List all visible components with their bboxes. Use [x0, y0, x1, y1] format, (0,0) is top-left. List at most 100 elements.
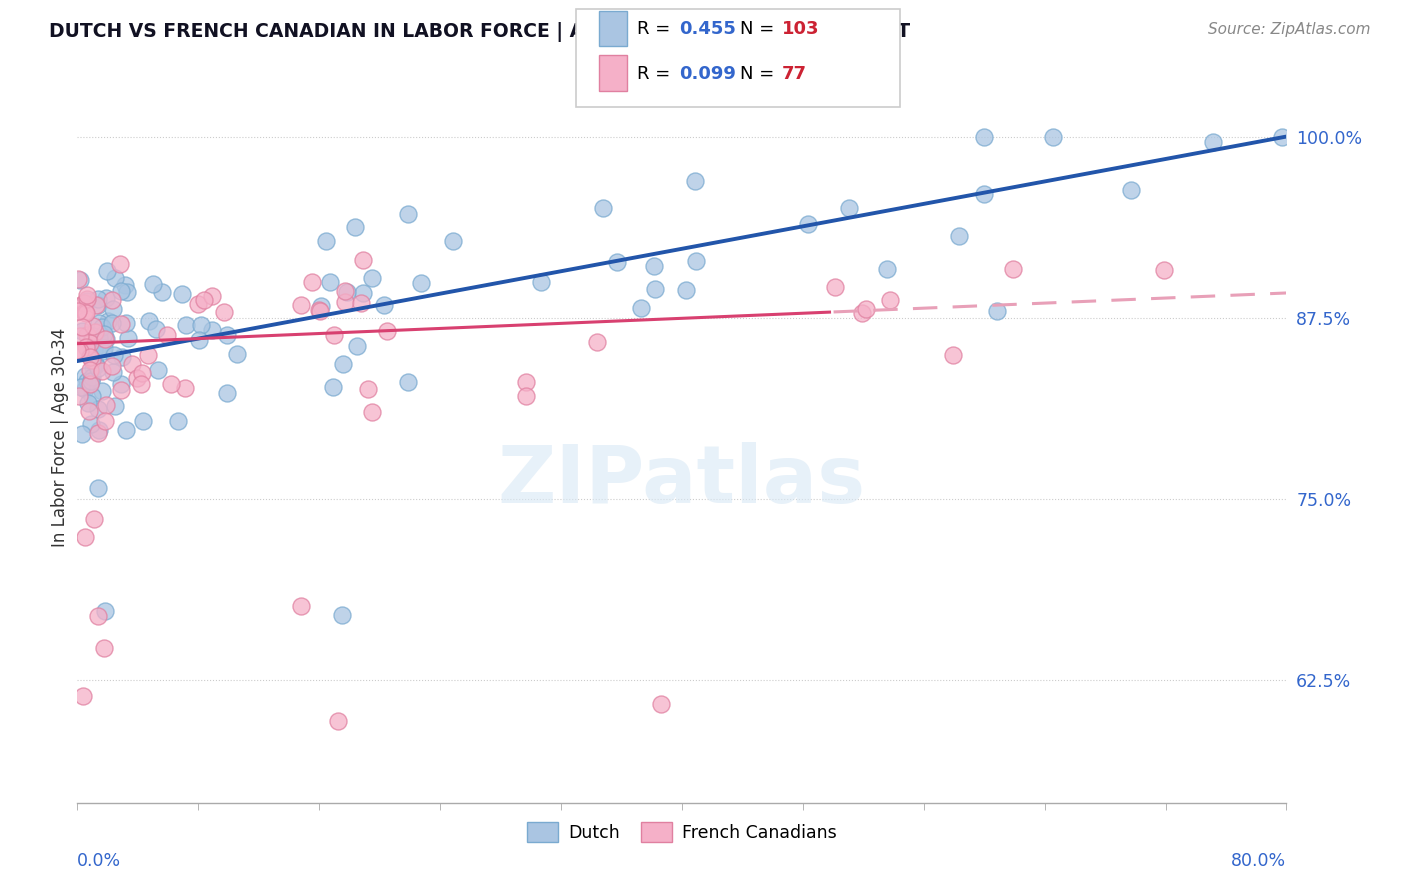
Text: DUTCH VS FRENCH CANADIAN IN LABOR FORCE | AGE 30-34 CORRELATION CHART: DUTCH VS FRENCH CANADIAN IN LABOR FORCE … [49, 22, 910, 42]
Point [103, 302, 125, 317]
Point [1271, 129, 1294, 144]
Point [104, 399, 127, 413]
Point [70, 320, 93, 334]
Point [214, 304, 236, 318]
Point [332, 357, 354, 371]
Point [114, 278, 136, 293]
Point [67, 389, 90, 403]
Point [76, 294, 98, 309]
Point [75, 306, 97, 320]
Point [70, 380, 93, 394]
Point [79, 348, 101, 362]
Point [79, 350, 101, 364]
Point [132, 414, 155, 428]
Point [396, 375, 419, 389]
Point [1202, 135, 1225, 149]
Point [630, 301, 652, 316]
Point [346, 339, 368, 353]
Text: N =: N = [740, 65, 779, 83]
Point [138, 314, 160, 328]
Point [515, 375, 537, 389]
Point [87, 401, 110, 416]
Text: 0.0%: 0.0% [77, 852, 121, 870]
Legend: Dutch, French Canadians: Dutch, French Canadians [520, 815, 844, 849]
Point [215, 385, 238, 400]
Point [121, 357, 143, 371]
Point [644, 282, 666, 296]
Point [87, 316, 110, 330]
Point [82, 359, 104, 374]
Point [93, 640, 115, 655]
Point [87, 425, 110, 440]
Point [104, 271, 127, 285]
Point [86, 293, 108, 307]
Point [91, 344, 114, 359]
Point [75, 340, 97, 354]
Point [352, 253, 374, 268]
Point [70, 427, 93, 442]
Point [84, 358, 107, 372]
Text: 103: 103 [782, 21, 820, 38]
Point [101, 365, 124, 379]
Point [333, 295, 356, 310]
Point [94, 604, 117, 618]
Point [73, 382, 96, 396]
Point [309, 299, 332, 313]
Point [87, 331, 110, 345]
Point [586, 334, 609, 349]
Point [592, 202, 614, 216]
Point [82, 319, 104, 334]
Point [93, 414, 115, 428]
Point [357, 382, 380, 396]
Point [69, 329, 91, 343]
Point [409, 277, 432, 291]
Point [643, 260, 665, 274]
Point [290, 599, 312, 614]
Point [66, 271, 89, 285]
Y-axis label: In Labor Force | Age 30-34: In Labor Force | Age 30-34 [51, 327, 69, 547]
Text: 0.455: 0.455 [679, 21, 735, 38]
Point [73, 369, 96, 384]
Point [360, 405, 382, 419]
Point [96, 264, 118, 278]
Point [675, 283, 697, 297]
Point [876, 262, 898, 277]
Point [87, 298, 110, 312]
Point [942, 348, 965, 362]
Point [193, 293, 215, 307]
Text: Source: ZipAtlas.com: Source: ZipAtlas.com [1208, 22, 1371, 37]
Point [66, 299, 89, 313]
Point [1042, 129, 1064, 144]
Point [201, 323, 224, 337]
Point [110, 284, 132, 298]
Point [114, 316, 136, 330]
Point [360, 271, 382, 285]
Point [97, 314, 120, 328]
Point [79, 375, 101, 389]
Point [87, 608, 110, 623]
Point [352, 286, 374, 301]
Point [330, 607, 353, 622]
Text: R =: R = [637, 21, 676, 38]
Point [309, 303, 332, 318]
Point [93, 327, 115, 342]
Point [108, 257, 131, 271]
Point [91, 363, 114, 377]
Point [948, 228, 970, 243]
Point [110, 383, 132, 397]
Point [319, 275, 342, 289]
Text: 80.0%: 80.0% [1232, 852, 1286, 870]
Point [1119, 183, 1142, 197]
Point [131, 366, 153, 380]
Point [103, 348, 125, 362]
Point [84, 326, 107, 340]
Point [1001, 261, 1024, 276]
Point [190, 318, 212, 332]
Point [215, 327, 238, 342]
Point [377, 324, 399, 338]
Point [145, 321, 167, 335]
Point [136, 348, 159, 362]
Point [973, 186, 995, 201]
Point [79, 363, 101, 377]
Point [156, 327, 179, 342]
